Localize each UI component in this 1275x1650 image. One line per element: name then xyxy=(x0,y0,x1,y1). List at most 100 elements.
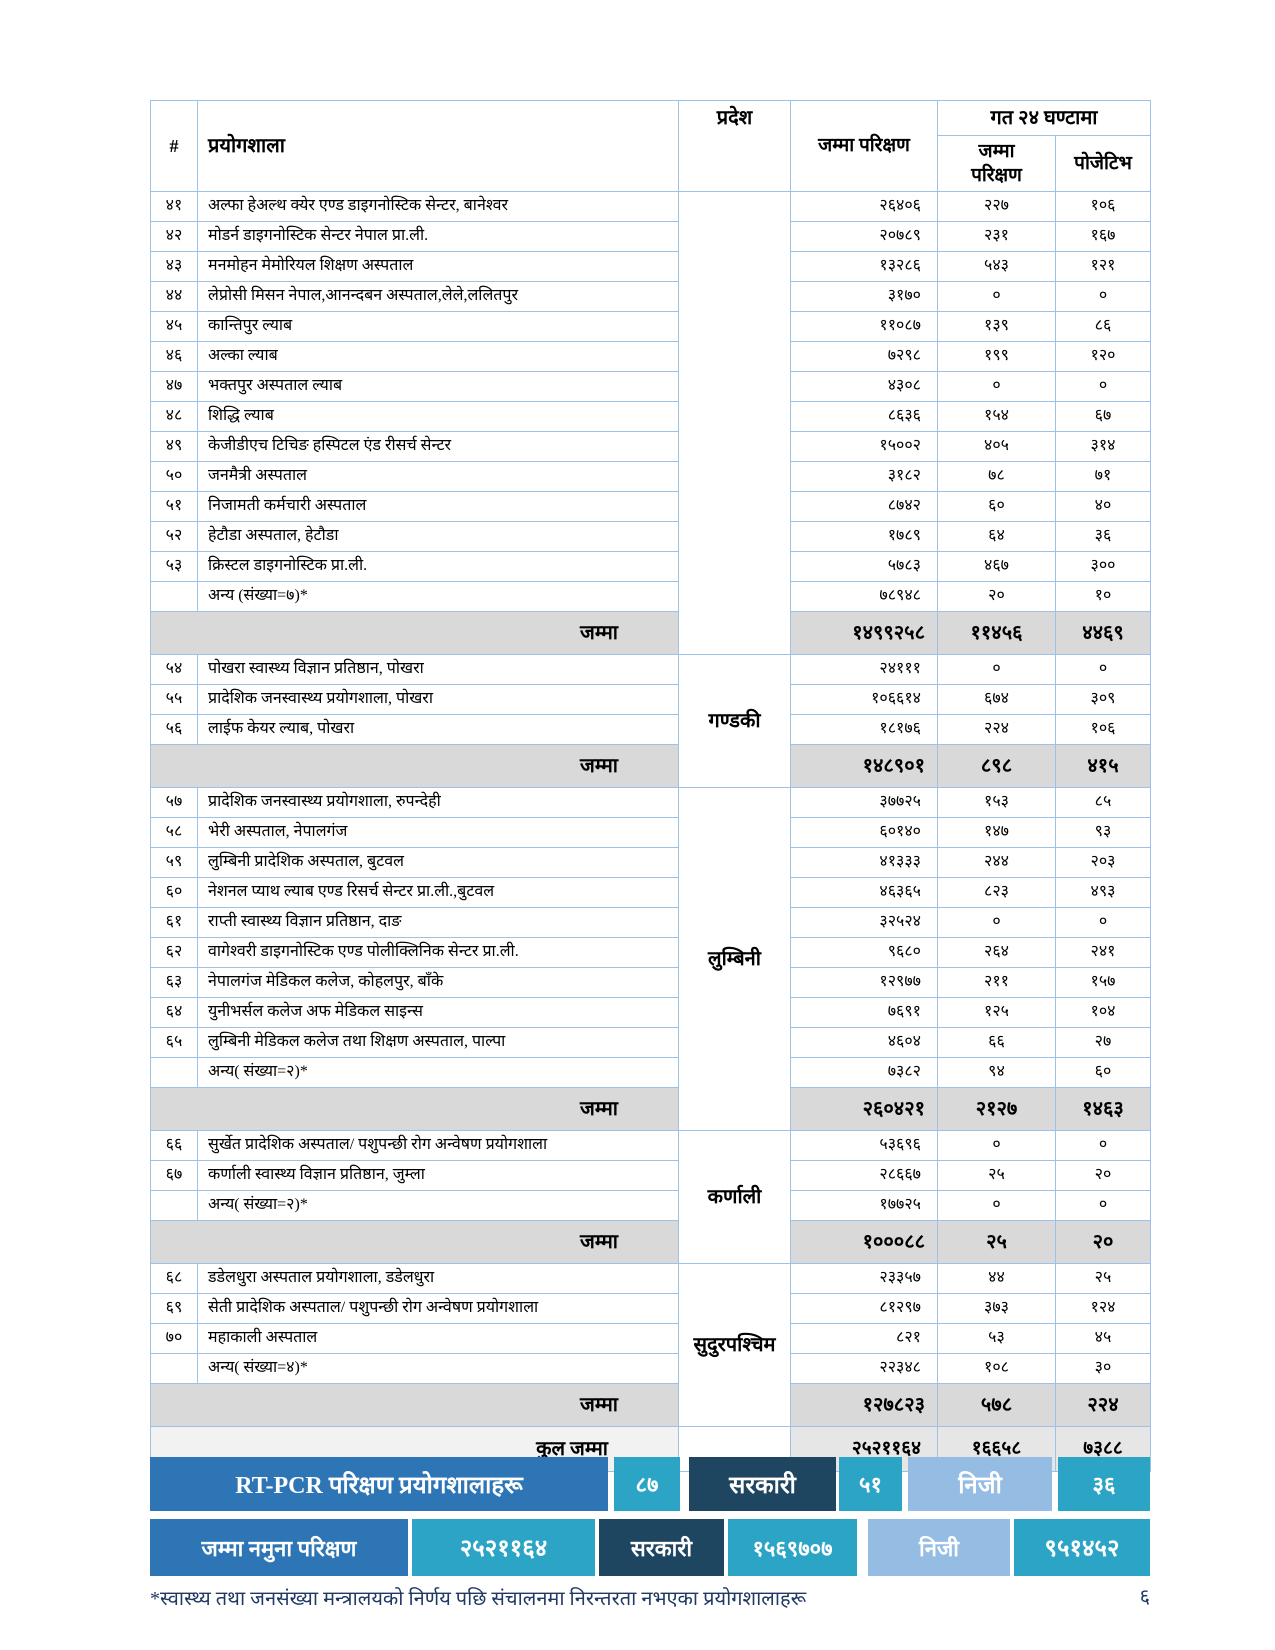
total-tests: ११०८७ xyxy=(790,311,938,342)
total-tests: ४१३३३ xyxy=(790,847,938,878)
column-header-province: प्रदेश xyxy=(678,100,791,192)
column-header-number: # xyxy=(150,100,198,192)
total-tests: ७८९४८ xyxy=(790,581,938,612)
table-header: # प्रयोगशाला प्रदेश जम्मा परिक्षण गत २४ … xyxy=(150,100,1151,192)
row-number: ६४ xyxy=(150,997,198,1028)
total-tests: १०६६१४ xyxy=(790,684,938,715)
total-tests: २०७८९ xyxy=(790,221,938,252)
lab-name: पोखरा स्वास्थ्य विज्ञान प्रतिष्ठान, पोखर… xyxy=(197,654,679,685)
positive-24h: ९३ xyxy=(1055,817,1151,848)
table-row: ४८ शिद्धि ल्याब ८६३६ १५४ ६७ xyxy=(150,401,1151,432)
tests-24h: ९४ xyxy=(937,1057,1056,1088)
row-number: ४३ xyxy=(150,251,198,282)
positive-24h: ० xyxy=(1055,1130,1151,1161)
rtpcr-private-value-bar: ३६ xyxy=(1058,1457,1150,1511)
section-positive-24h: १४६३ xyxy=(1055,1087,1151,1131)
total-tests: ५७८३ xyxy=(790,551,938,582)
row-number: ६१ xyxy=(150,907,198,938)
row-number: ४८ xyxy=(150,401,198,432)
table-row: ६२ वागेश्वरी डाइगनोस्टिक एण्ड पोलीक्लिनिक… xyxy=(150,937,1151,968)
samples-government-value-bar: १५६९७०७ xyxy=(728,1519,857,1576)
total-tests: ७३८२ xyxy=(790,1057,938,1088)
table-row: अन्य( संख्या=२)* १७७२५ ० ० xyxy=(150,1190,1151,1221)
positive-24h: २४१ xyxy=(1055,937,1151,968)
footnote-text: *स्वास्थ्य तथा जनसंख्या मन्त्रालयको निर्… xyxy=(150,1588,807,1610)
table-row: ६८ डडेलधुरा अस्पताल प्रयोगशाला, डडेलधुरा स… xyxy=(150,1263,1151,1427)
tests-24h: २६४ xyxy=(937,937,1056,968)
total-tests: २२३४८ xyxy=(790,1353,938,1384)
table-row: ४५ कान्तिपुर ल्याब ११०८७ १३९ ८६ xyxy=(150,311,1151,342)
table-row: ४२ मोडर्न डाइगनोस्टिक सेन्टर नेपाल प्रा.ल… xyxy=(150,221,1151,252)
table-row: ४६ अल्का ल्याब ७२९८ १९९ १२० xyxy=(150,341,1151,372)
lab-name: युनीभर्सल कलेज अफ मेडिकल साइन्स xyxy=(197,997,679,1028)
lab-name: भक्तपुर अस्पताल ल्याब xyxy=(197,371,679,402)
tests-24h: ६४ xyxy=(937,521,1056,552)
lab-name: लाईफ केयर ल्याब, पोखरा xyxy=(197,714,679,745)
positive-24h: ४० xyxy=(1055,491,1151,522)
tests-24h: ६७४ xyxy=(937,684,1056,715)
table-row: ४७ भक्तपुर अस्पताल ल्याब ४३०८ ० ० xyxy=(150,371,1151,402)
row-number: ६८ xyxy=(150,1263,198,1294)
positive-24h: ८५ xyxy=(1055,787,1151,818)
lab-name: प्रादेशिक जनस्वास्थ्य प्रयोगशाला, रुपन्द… xyxy=(197,787,679,818)
positive-24h: २० xyxy=(1055,1160,1151,1191)
row-number: ५३ xyxy=(150,551,198,582)
lab-name: प्रादेशिक जनस्वास्थ्य प्रयोगशाला, पोखरा xyxy=(197,684,679,715)
tests-24h: ५४३ xyxy=(937,251,1056,282)
section-positive-24h: २० xyxy=(1055,1220,1151,1264)
tests-24h: ४०५ xyxy=(937,431,1056,462)
row-number: ४१ xyxy=(150,191,198,222)
table-row: ५१ निजामती कर्मचारी अस्पताल ८७४२ ६० ४० xyxy=(150,491,1151,522)
samples-private-value-bar: ९५१४५२ xyxy=(1014,1519,1150,1576)
positive-24h: १२० xyxy=(1055,341,1151,372)
rtpcr-government-value-bar: ५१ xyxy=(839,1457,902,1511)
tests-24h: १५३ xyxy=(937,787,1056,818)
lab-name: शिद्धि ल्याब xyxy=(197,401,679,432)
total-tests: २३३५७ xyxy=(790,1263,938,1294)
table-row: ६६ सुर्खेत प्रादेशिक अस्पताल/ पशुपन्छी रो… xyxy=(150,1130,1151,1264)
positive-24h: १० xyxy=(1055,581,1151,612)
total-tests: २४१११ xyxy=(790,654,938,685)
tests-24h: ३७३ xyxy=(937,1293,1056,1324)
tests-24h: २० xyxy=(937,581,1056,612)
tests-24h: ० xyxy=(937,1190,1056,1221)
column-header-last24-total-tests: जम्मा परिक्षण xyxy=(937,135,1056,192)
total-tests: ५३६९६ xyxy=(790,1130,938,1161)
lab-testing-table: # प्रयोगशाला प्रदेश जम्मा परिक्षण गत २४ … xyxy=(150,100,1151,1472)
tests-24h: २२७ xyxy=(937,191,1056,222)
total-tests: १७७२५ xyxy=(790,1190,938,1221)
section-total-label: जम्मा xyxy=(150,611,679,655)
section-total-label: जम्मा xyxy=(150,744,679,788)
lab-name: सुर्खेत प्रादेशिक अस्पताल/ पशुपन्छी रोग … xyxy=(197,1130,679,1161)
table-row: ५० जनमैत्री अस्पताल ३१८२ ७८ ७१ xyxy=(150,461,1151,492)
tests-24h: १३९ xyxy=(937,311,1056,342)
tests-24h: २४४ xyxy=(937,847,1056,878)
positive-24h: ३१४ xyxy=(1055,431,1151,462)
positive-24h: ० xyxy=(1055,371,1151,402)
tests-24h: ४६७ xyxy=(937,551,1056,582)
positive-24h: ३०० xyxy=(1055,551,1151,582)
positive-24h: २०३ xyxy=(1055,847,1151,878)
tests-24h: २२४ xyxy=(937,714,1056,745)
lab-name: लुम्बिनी प्रादेशिक अस्पताल, बुटवल xyxy=(197,847,679,878)
table-row: ६० नेशनल प्याथ ल्याब एण्ड रिसर्च सेन्टर प… xyxy=(150,877,1151,908)
row-number: ५७ xyxy=(150,787,198,818)
table-row: ६१ राप्ती स्वास्थ्य विज्ञान प्रतिष्ठान, द… xyxy=(150,907,1151,938)
section-total-label: जम्मा xyxy=(150,1087,679,1131)
tests-24h: ७८ xyxy=(937,461,1056,492)
lab-name: अन्य( संख्या=४)* xyxy=(197,1353,679,1384)
section-positive-24h: ४१५ xyxy=(1055,744,1151,788)
tests-24h: १५४ xyxy=(937,401,1056,432)
section-total-tests: १४८९०१ xyxy=(790,744,938,788)
lab-name: भेरी अस्पताल, नेपालगंज xyxy=(197,817,679,848)
total-tests: १५००२ xyxy=(790,431,938,462)
province-label: लुम्बिनी xyxy=(678,787,791,1131)
total-tests: ३२५२४ xyxy=(790,907,938,938)
table-row: ४१ अल्फा हेअल्थ क्येर एण्ड डाइगनोस्टिक से… xyxy=(150,191,1151,655)
positive-24h: ४५ xyxy=(1055,1323,1151,1354)
lab-name: राप्ती स्वास्थ्य विज्ञान प्रतिष्ठान, दाङ xyxy=(197,907,679,938)
lab-name: जनमैत्री अस्पताल xyxy=(197,461,679,492)
table-row: ६४ युनीभर्सल कलेज अफ मेडिकल साइन्स ७६९१ १२५… xyxy=(150,997,1151,1028)
positive-24h: ४९३ xyxy=(1055,877,1151,908)
row-number xyxy=(150,1190,198,1221)
